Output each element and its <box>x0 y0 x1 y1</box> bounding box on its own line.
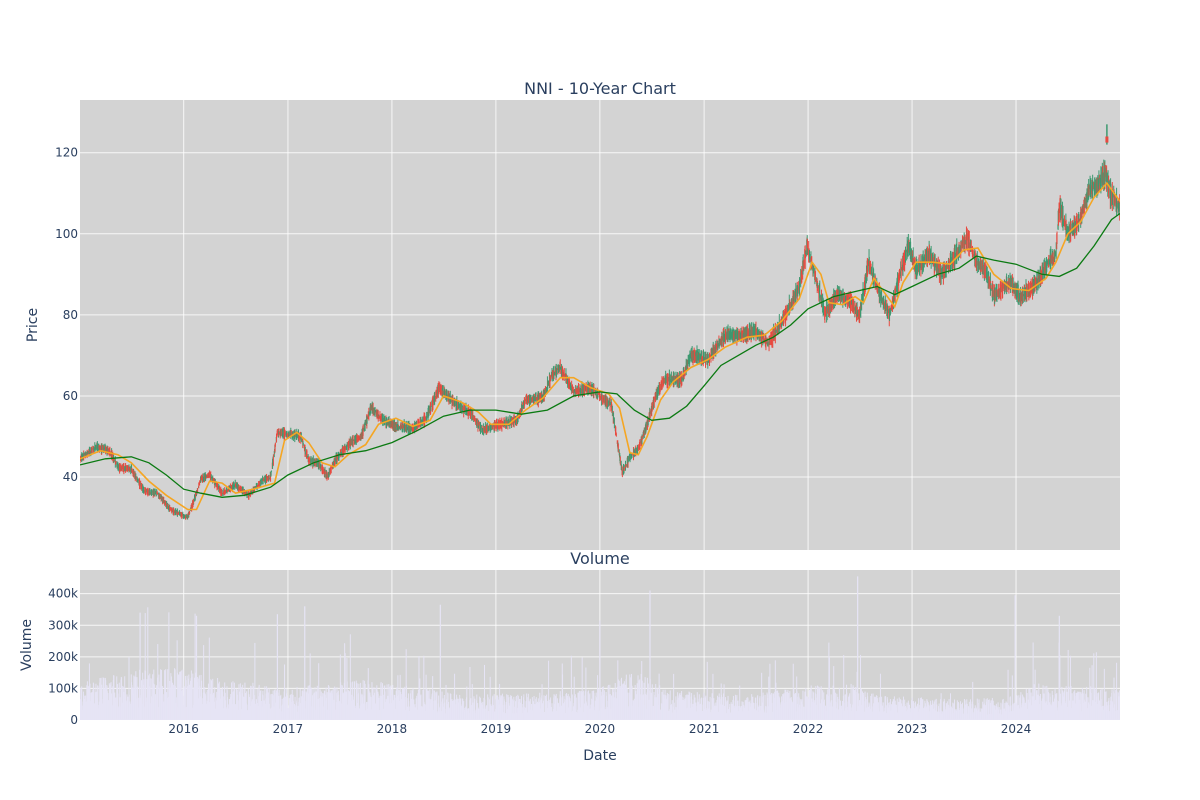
price-y-tick-label: 120 <box>55 146 78 160</box>
price-y-tick-label: 40 <box>63 470 78 484</box>
volume-title: Volume <box>570 549 630 568</box>
price-axis-title: Price <box>25 308 41 342</box>
candle-spike-body <box>1105 136 1109 143</box>
price-y-ticks: 40 60 80 100 120 <box>55 146 78 484</box>
price-series-group <box>80 124 1120 520</box>
price-y-tick-label: 100 <box>55 227 78 241</box>
long-ma-line <box>80 212 1120 498</box>
price-y-tick-label: 80 <box>63 308 78 322</box>
chart-title: NNI - 10-Year Chart <box>524 79 676 98</box>
price-y-tick-label: 60 <box>63 389 78 403</box>
volume-bars <box>80 576 1120 720</box>
short-ma-line <box>80 181 1120 511</box>
